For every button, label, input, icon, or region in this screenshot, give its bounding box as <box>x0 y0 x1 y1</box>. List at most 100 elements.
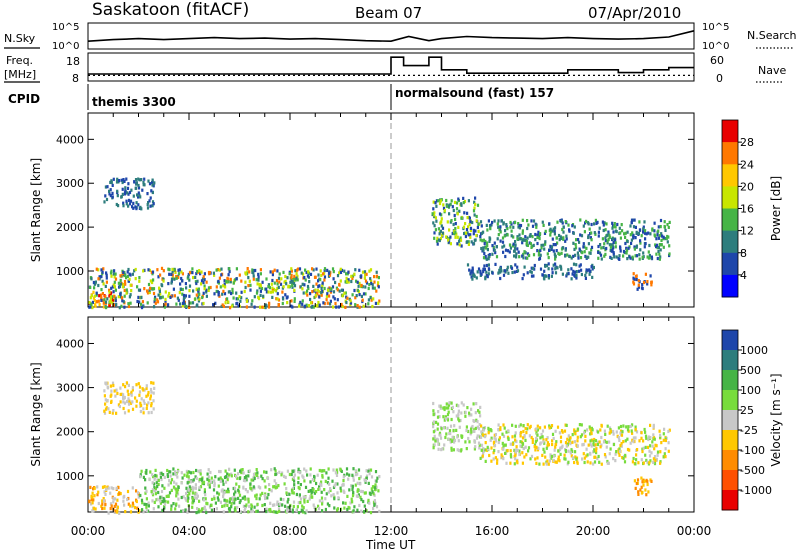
data-cell <box>324 507 327 512</box>
data-cell <box>147 509 150 513</box>
data-cell <box>317 487 320 491</box>
data-cell <box>500 453 503 457</box>
data-cell <box>338 282 341 287</box>
data-cell <box>235 267 238 271</box>
data-cell <box>303 467 306 471</box>
data-cell <box>590 429 593 433</box>
data-cell <box>195 272 198 276</box>
data-cell <box>460 216 463 220</box>
freq-trace-line <box>88 56 694 75</box>
data-cell <box>367 481 370 485</box>
data-cell <box>632 440 635 444</box>
data-cell <box>487 426 490 430</box>
data-cell <box>565 237 568 241</box>
data-cell <box>664 455 667 459</box>
data-cell <box>263 493 266 498</box>
data-cell <box>89 305 92 309</box>
colorbar-tick-label: 8 <box>740 247 747 260</box>
data-cell <box>448 203 451 207</box>
data-cell <box>370 475 374 479</box>
data-cell <box>145 384 148 388</box>
data-cell <box>585 454 588 458</box>
data-cell <box>537 249 541 254</box>
data-cell <box>474 196 477 200</box>
data-cell <box>543 269 546 273</box>
station-title: Saskatoon (fitACF) <box>92 0 249 20</box>
data-cell <box>499 426 502 430</box>
colorbar-tick-label: 100 <box>740 384 761 397</box>
data-cell <box>224 301 227 305</box>
data-cell <box>589 439 592 443</box>
data-cell <box>247 510 250 514</box>
colorbar-swatch <box>722 390 738 411</box>
data-cell <box>631 255 634 259</box>
data-cell <box>474 445 477 449</box>
data-cell <box>479 456 482 460</box>
data-cell <box>457 439 460 443</box>
data-cell <box>451 435 454 439</box>
data-cell <box>555 460 558 464</box>
data-cell <box>93 286 96 290</box>
data-cell <box>652 457 655 461</box>
data-cell <box>652 423 655 427</box>
data-cell <box>199 472 202 476</box>
data-cell <box>660 232 663 236</box>
data-cell <box>531 244 534 248</box>
data-cell <box>476 420 479 424</box>
data-cell <box>207 468 210 472</box>
data-cell <box>513 270 516 274</box>
data-cell <box>450 417 453 422</box>
data-cell <box>636 448 639 452</box>
data-cell <box>251 268 254 272</box>
data-cell <box>616 222 619 227</box>
data-cell <box>660 243 663 247</box>
data-cell <box>563 453 566 457</box>
data-cell <box>257 278 260 282</box>
data-cell <box>557 251 560 255</box>
data-cell <box>662 432 665 436</box>
data-cell <box>632 225 636 229</box>
data-cell <box>459 236 462 240</box>
data-cell <box>132 201 135 205</box>
data-cell <box>336 298 339 302</box>
data-cell <box>274 510 277 514</box>
data-cell <box>137 191 140 195</box>
data-cell <box>192 486 195 490</box>
data-cell <box>575 238 578 242</box>
data-cell <box>150 390 153 394</box>
data-cell <box>161 484 164 488</box>
data-cell <box>172 276 175 280</box>
colorbar-swatch <box>722 470 738 491</box>
data-cell <box>578 269 581 273</box>
data-cell <box>112 303 115 307</box>
data-cell <box>503 234 506 238</box>
data-cell <box>364 480 367 484</box>
data-cell <box>131 272 134 276</box>
data-cell <box>310 490 313 495</box>
data-cell <box>145 508 148 513</box>
data-cell <box>137 288 141 292</box>
data-cell <box>127 198 131 202</box>
data-cell <box>485 223 488 227</box>
cpid-label: CPID <box>8 92 40 106</box>
data-cell <box>488 253 491 257</box>
data-cell <box>438 201 442 206</box>
data-cell <box>372 297 375 301</box>
data-cell <box>618 453 621 457</box>
data-cell <box>589 251 592 255</box>
data-cell <box>630 429 633 433</box>
data-cell <box>234 509 237 513</box>
data-cell <box>604 455 607 459</box>
data-cell <box>542 447 545 451</box>
data-cell <box>439 199 442 203</box>
data-cell <box>207 479 210 483</box>
data-cell <box>197 287 200 291</box>
data-cell <box>126 489 130 494</box>
data-cell <box>89 485 92 489</box>
data-cell <box>191 501 194 505</box>
data-cell <box>253 305 256 309</box>
data-cell <box>224 480 228 484</box>
data-cell <box>516 265 519 269</box>
data-cell <box>127 409 130 413</box>
colorbar-tick-label: 4 <box>740 269 747 282</box>
